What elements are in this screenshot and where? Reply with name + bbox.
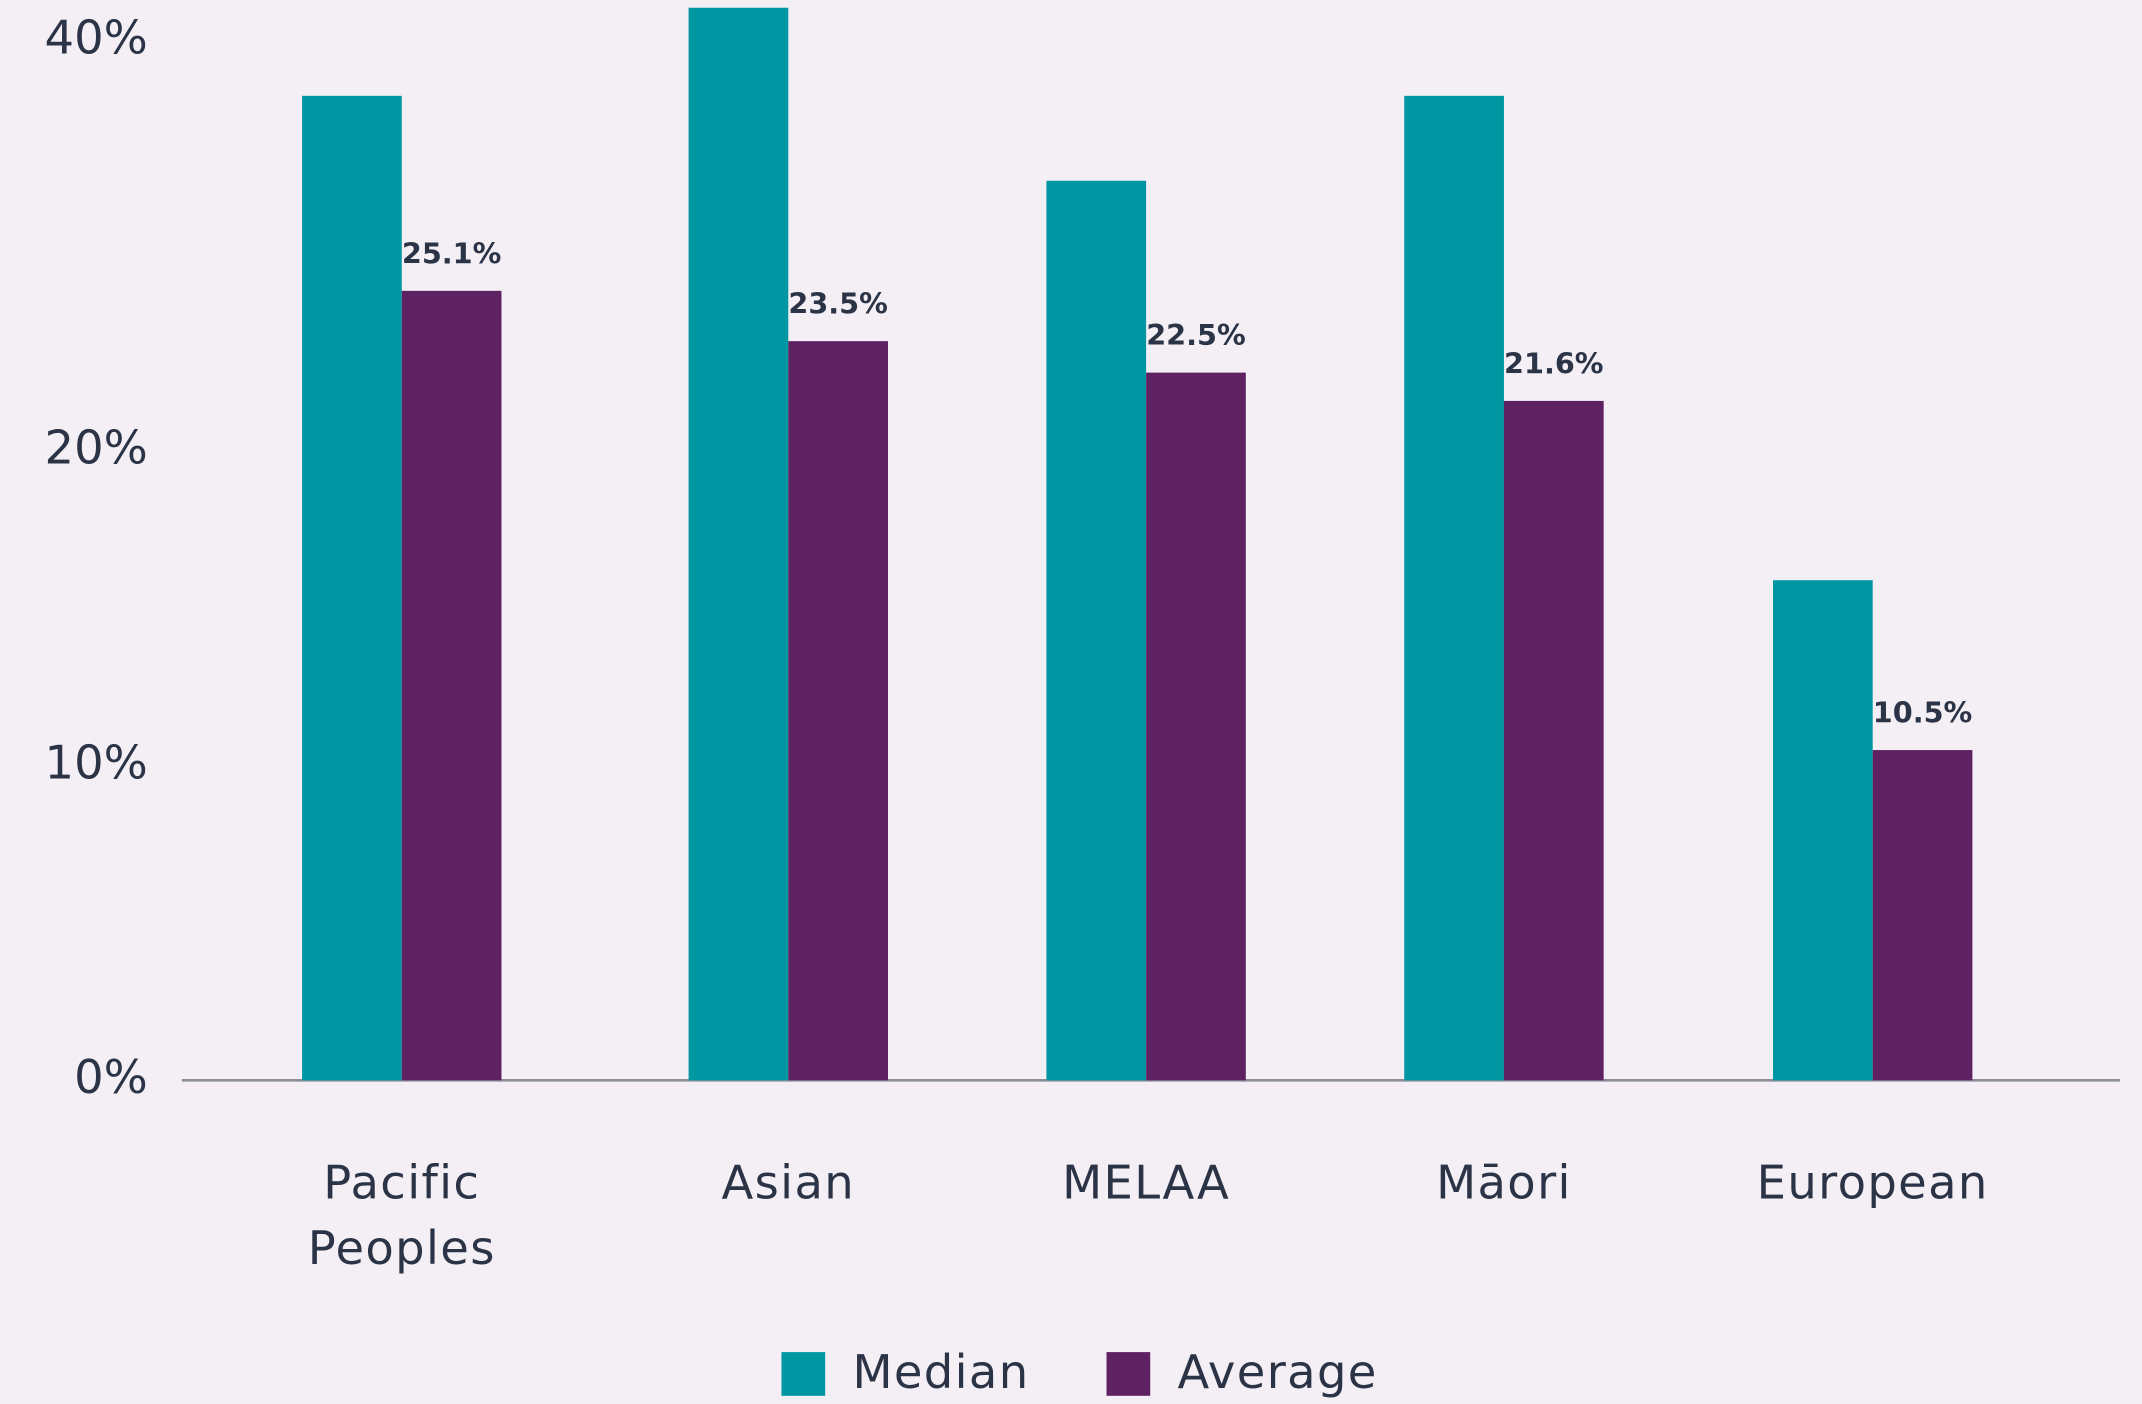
legend-label: Median (852, 1345, 1029, 1399)
bar (1046, 180, 1147, 1081)
x-tick-label: European (1757, 1155, 1989, 1209)
bar (688, 7, 789, 1081)
bar (1146, 372, 1246, 1081)
data-label: 23.5% (788, 287, 887, 321)
legend-swatch (781, 1352, 826, 1396)
x-tick-label: Pacific Peoples (308, 1155, 496, 1275)
bar (1404, 95, 1504, 1081)
bar (1872, 750, 1973, 1081)
data-label: 25.1% (402, 236, 501, 270)
x-tick-label: MELAA (1062, 1155, 1230, 1209)
y-tick-label: 10% (45, 735, 148, 789)
x-tick-label: Māori (1436, 1155, 1572, 1209)
y-tick-label: 0% (74, 1050, 148, 1104)
bar (1503, 400, 1604, 1081)
bar (401, 290, 502, 1081)
bar (1773, 580, 1873, 1081)
y-tick-label: 20% (45, 421, 148, 475)
legend-swatch (1106, 1352, 1151, 1396)
data-label: 22.5% (1146, 318, 1245, 352)
data-label: 10.5% (1873, 696, 1972, 730)
bar (788, 341, 888, 1081)
x-tick-label: Asian (722, 1155, 856, 1209)
bar (302, 95, 402, 1081)
y-tick-label: 40% (45, 10, 148, 64)
legend-label: Average (1178, 1345, 1378, 1399)
data-label: 21.6% (1504, 346, 1603, 380)
